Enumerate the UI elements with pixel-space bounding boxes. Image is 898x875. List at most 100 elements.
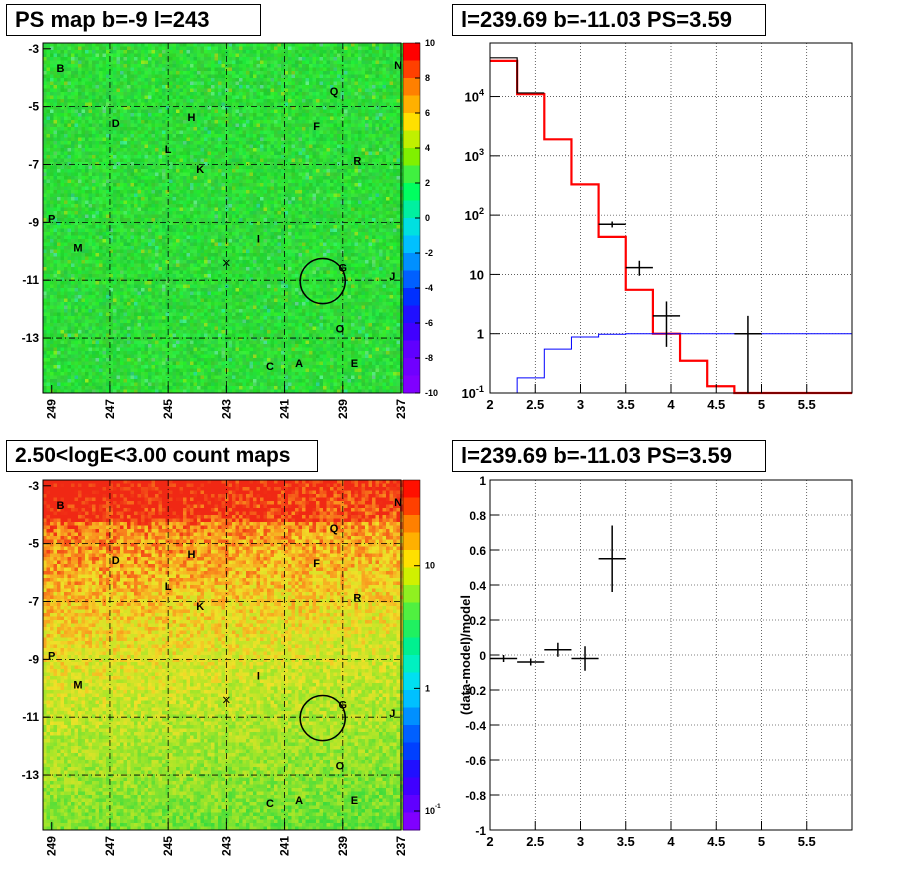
map-cell: [365, 190, 369, 194]
map-cell: [95, 186, 100, 191]
map-cell: [347, 186, 352, 191]
map-cell: [95, 53, 100, 58]
map-cell: [302, 207, 306, 212]
map-cell: [123, 190, 128, 194]
map-cell: [309, 141, 313, 145]
map-cell: [228, 85, 233, 89]
map-cell: [197, 120, 201, 124]
map-cell: [375, 67, 380, 72]
map-cell: [50, 141, 54, 145]
map-cell: [218, 67, 222, 72]
map-cell: [106, 67, 110, 72]
map-cell: [193, 106, 198, 110]
map-cell: [81, 113, 86, 117]
map-cell: [379, 197, 383, 201]
map-cell: [193, 207, 198, 212]
map-cell: [148, 193, 152, 198]
map-cell: [382, 57, 387, 61]
map-cell: [200, 85, 205, 89]
map-cell: [81, 183, 86, 187]
map-cell: [323, 197, 327, 201]
map-cell: [393, 207, 397, 212]
map-cell: [162, 74, 166, 79]
map-cell: [106, 74, 110, 79]
map-cell: [340, 116, 345, 121]
map-cell: [302, 190, 306, 194]
map-cell: [249, 85, 254, 89]
map-cell: [60, 102, 65, 107]
map-cell: [274, 204, 278, 208]
map-cell: [333, 134, 338, 138]
map-cell: [162, 71, 166, 75]
map-cell: [221, 60, 226, 65]
map-cell: [298, 43, 303, 47]
map-cell: [340, 60, 345, 65]
map-cell: [330, 60, 334, 65]
map-cell: [158, 92, 163, 96]
map-cell: [85, 50, 89, 54]
map-cell: [232, 53, 236, 58]
map-cell: [267, 78, 271, 82]
map-cell: [81, 211, 86, 215]
ps-map-heatmap[interactable]: [43, 43, 404, 394]
map-cell: [379, 64, 383, 68]
map-cell: [302, 116, 306, 121]
map-cell: [43, 172, 47, 177]
map-cell: [151, 141, 156, 145]
map-cell: [141, 116, 145, 121]
map-cell: [298, 172, 303, 177]
map-cell: [365, 123, 369, 128]
map-cell: [148, 137, 152, 142]
map-cell: [207, 144, 212, 149]
map-cell: [81, 186, 86, 191]
map-cell: [365, 43, 369, 47]
map-cell: [134, 197, 138, 201]
map-cell: [200, 78, 205, 82]
map-cell: [354, 130, 359, 135]
map-cell: [253, 155, 257, 159]
map-cell: [218, 53, 222, 58]
map-cell: [78, 148, 82, 152]
map-cell: [141, 88, 145, 93]
map-cell: [179, 81, 184, 86]
map-cell: [396, 50, 401, 54]
map-cell: [291, 95, 296, 100]
map-cell: [197, 57, 201, 61]
map-cell: [186, 141, 191, 145]
map-cell: [137, 78, 142, 82]
map-cell: [172, 137, 177, 142]
map-cell: [78, 197, 82, 201]
map-cell: [109, 113, 114, 117]
map-cell: [214, 99, 219, 103]
map-cell: [270, 99, 275, 103]
map-cell: [298, 109, 303, 114]
map-cell: [130, 46, 135, 51]
map-cell: [298, 141, 303, 145]
map-cell: [204, 120, 208, 124]
map-cell: [298, 88, 303, 93]
map-cell: [190, 102, 194, 107]
map-cell: [389, 193, 394, 198]
map-cell: [200, 64, 205, 68]
map-cell: [211, 158, 215, 163]
map-cell: [239, 207, 243, 212]
map-cell: [120, 162, 124, 166]
map-cell: [141, 141, 145, 145]
map-cell: [274, 190, 278, 194]
map-cell: [127, 43, 131, 47]
map-cell: [235, 43, 240, 47]
map-cell: [95, 99, 100, 103]
map-cell: [333, 113, 338, 117]
map-cell: [291, 123, 296, 128]
map-cell: [298, 179, 303, 184]
map-cell: [43, 106, 47, 110]
map-cell: [344, 144, 348, 149]
map-cell: [137, 109, 142, 114]
map-cell: [389, 190, 394, 194]
map-cell: [106, 50, 110, 54]
map-cell: [246, 134, 250, 138]
map-cell: [165, 67, 170, 72]
map-cell: [207, 172, 212, 177]
map-cell: [393, 127, 397, 131]
map-cell: [253, 127, 257, 131]
